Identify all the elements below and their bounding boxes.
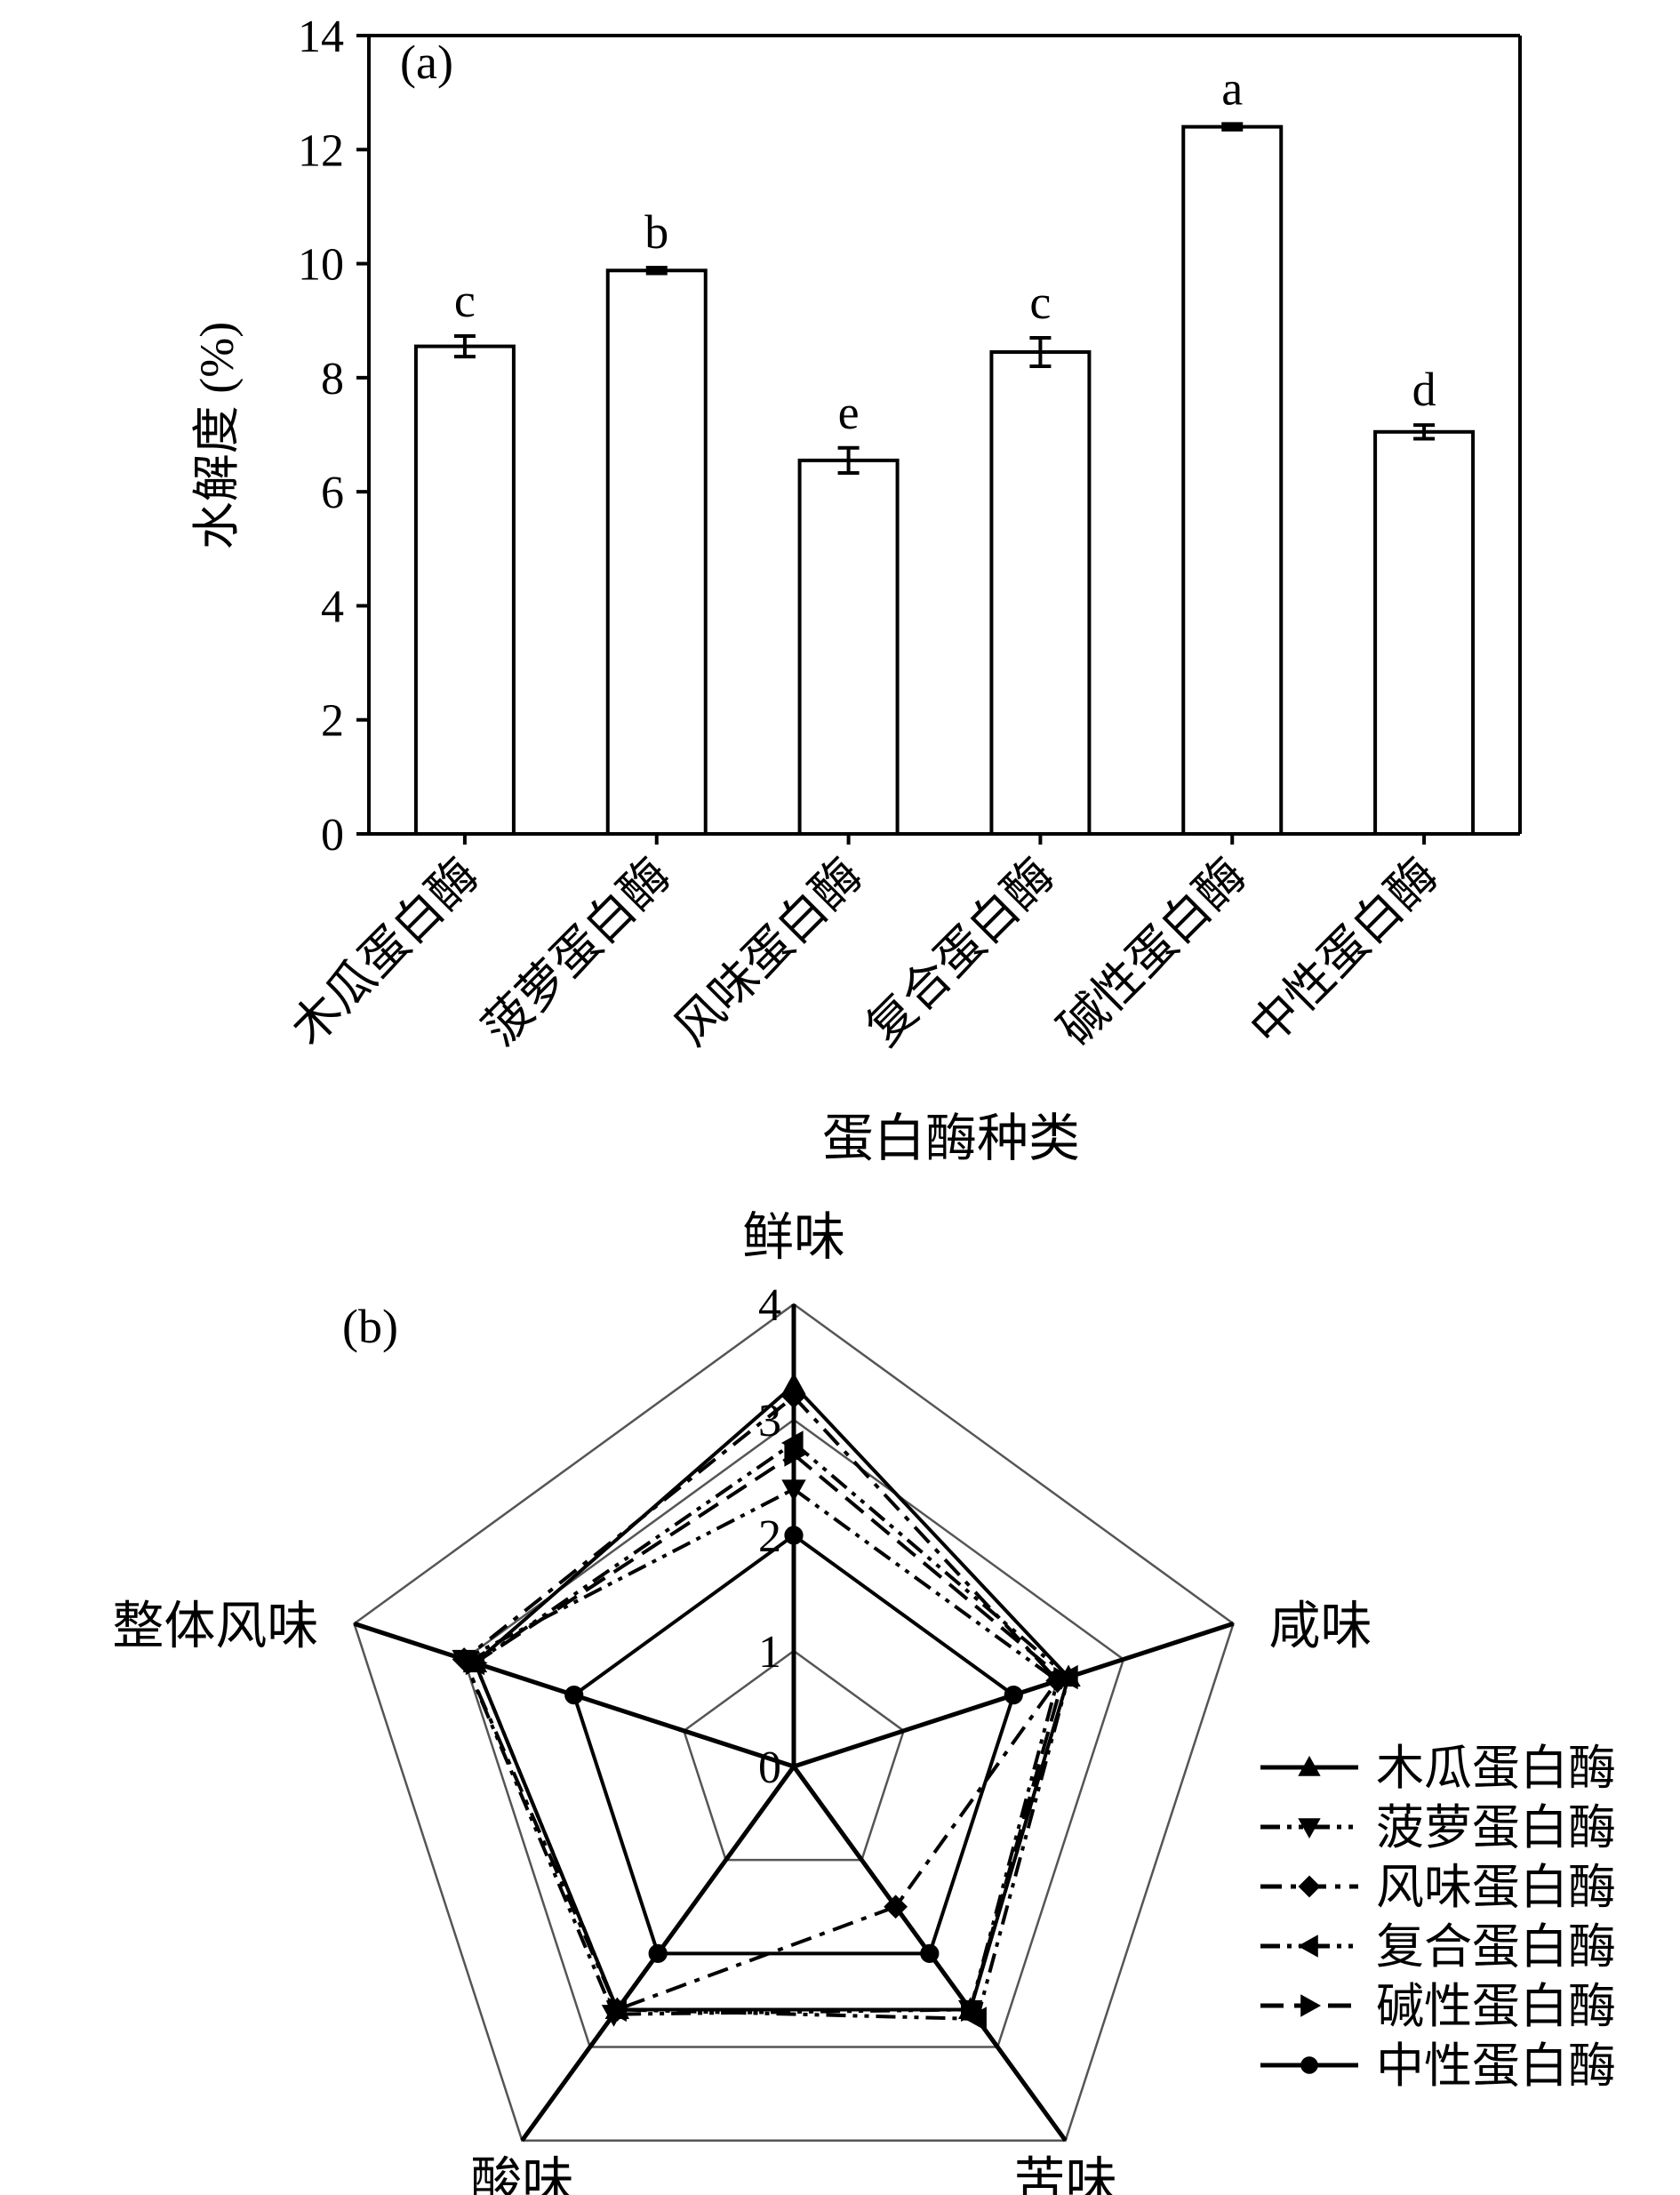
- radar-series: [465, 1442, 1076, 2023]
- series-marker-triangle-up: [1298, 1755, 1321, 1776]
- series-marker-triangle-right: [784, 1442, 807, 1467]
- significance-letter: c: [454, 274, 476, 327]
- radar-series-group: [452, 1372, 1081, 2031]
- legend-item: 中性蛋白酶: [1260, 2039, 1616, 2093]
- radar-series-line: [572, 1533, 1016, 1956]
- panel-b-label: (b): [342, 1300, 398, 1353]
- y-tick-label: 10: [298, 240, 344, 291]
- bar: [797, 458, 900, 836]
- y-tick-label: 6: [321, 468, 344, 518]
- x-tick-label: 风味蛋白酶: [665, 848, 872, 1055]
- bar: [605, 268, 708, 837]
- significance-letter: e: [838, 386, 860, 439]
- legend-label: 菠萝蛋白酶: [1376, 1801, 1616, 1855]
- legend-item: 复合蛋白酶: [1260, 1920, 1616, 1974]
- x-axis-title: 蛋白酶种类: [822, 1110, 1080, 1167]
- radar-series: [452, 1384, 1070, 2022]
- legend-item: 木瓜蛋白酶: [1260, 1742, 1616, 1795]
- bars-group: c b e c a d: [413, 61, 1476, 837]
- radar-grid-ring: [352, 1302, 1236, 2142]
- series-marker-triangle-left: [964, 2007, 987, 2031]
- series-marker-triangle-down: [1298, 1818, 1321, 1839]
- legend-label: 风味蛋白酶: [1376, 1861, 1616, 1914]
- x-tick-label: 菠萝蛋白酶: [473, 848, 680, 1055]
- series-marker-diamond: [884, 1895, 908, 1919]
- bar: [413, 344, 516, 837]
- series-marker-triangle-right: [1053, 1666, 1076, 1692]
- radar-series: [564, 1526, 1023, 1963]
- radar-axis-label: 整体风味: [112, 1597, 318, 1654]
- significance-letter: d: [1412, 363, 1436, 416]
- series-marker-triangle-down: [781, 1479, 806, 1502]
- radar-series-line: [472, 1440, 1071, 2022]
- legend-item: 菠萝蛋白酶: [1260, 1801, 1616, 1855]
- legend-item: 碱性蛋白酶: [1260, 1980, 1616, 2033]
- series-marker-circle: [1300, 2056, 1318, 2074]
- significance-letter: b: [644, 205, 668, 259]
- series-marker-circle: [564, 1686, 584, 1705]
- legend-label: 木瓜蛋白酶: [1376, 1742, 1616, 1795]
- significance-letter: c: [1029, 276, 1051, 329]
- series-marker-triangle-right: [607, 1997, 630, 2023]
- radar-grid-ring: [682, 1649, 906, 1862]
- radar-grid-ring: [462, 1418, 1125, 2048]
- radar-axis-label: 咸味: [1269, 1597, 1372, 1654]
- significance-letter: a: [1221, 61, 1243, 115]
- y-tick-label: 0: [321, 810, 344, 861]
- radar-r-tick-label: 4: [758, 1280, 781, 1331]
- legend-item: 风味蛋白酶: [1260, 1861, 1616, 1914]
- y-tick-label: 12: [298, 125, 344, 176]
- radar-axis-label: 鲜味: [742, 1208, 845, 1266]
- series-marker-diamond: [781, 1384, 806, 1409]
- radar-series-line: [461, 1394, 1060, 2012]
- legend-label: 碱性蛋白酶: [1376, 1980, 1616, 2033]
- series-marker-circle: [648, 1943, 668, 1963]
- radar-series-line: [472, 1452, 1066, 2012]
- bar: [1181, 124, 1284, 836]
- y-axis-title: 水解度 (%): [190, 322, 244, 549]
- panel-a-label: (a): [400, 36, 453, 89]
- legend-label: 复合蛋白酶: [1376, 1920, 1616, 1974]
- y-tick-label: 8: [321, 354, 344, 405]
- series-marker-diamond: [1298, 1875, 1321, 1898]
- x-tick-label: 木瓜蛋白酶: [281, 848, 488, 1055]
- x-tick-label: 碱性蛋白酶: [1048, 848, 1255, 1055]
- series-marker-triangle-right: [961, 1997, 983, 2023]
- radar-series-line: [473, 1382, 1071, 2012]
- radar-axis-label: 苦味: [1014, 2153, 1117, 2195]
- y-tick-label: 4: [321, 581, 344, 632]
- legend-label: 中性蛋白酶: [1376, 2039, 1616, 2093]
- radar-r-tick-label: 0: [758, 1742, 781, 1793]
- series-marker-triangle-right: [1300, 1994, 1322, 2017]
- radar-axis-label: 酸味: [470, 2153, 573, 2195]
- series-marker-triangle-left: [1297, 1935, 1318, 1958]
- series-marker-circle: [784, 1526, 804, 1545]
- bar: [1373, 429, 1476, 836]
- bar-chart-panel: (a) 0 2 4 6 8 10 12 14 c b e c a d 木瓜蛋白酶菠萝蛋白酶风味蛋白酶复合…: [190, 12, 1522, 1167]
- bar: [989, 349, 1092, 836]
- radar-series: [462, 1372, 1081, 2020]
- radar-r-tick-label: 1: [758, 1627, 781, 1678]
- radar-r-tick-label: 3: [758, 1396, 781, 1446]
- y-axis-ticks: 0 2 4 6 8 10 12 14: [298, 12, 369, 861]
- y-tick-label: 2: [321, 696, 344, 747]
- series-marker-circle: [920, 1943, 940, 1963]
- y-tick-label: 14: [298, 12, 344, 62]
- series-marker-circle: [1004, 1686, 1023, 1705]
- x-tick-label: 中性蛋白酶: [1240, 848, 1447, 1055]
- series-marker-triangle-right: [465, 1650, 488, 1676]
- x-tick-label: 复合蛋白酶: [857, 848, 1064, 1055]
